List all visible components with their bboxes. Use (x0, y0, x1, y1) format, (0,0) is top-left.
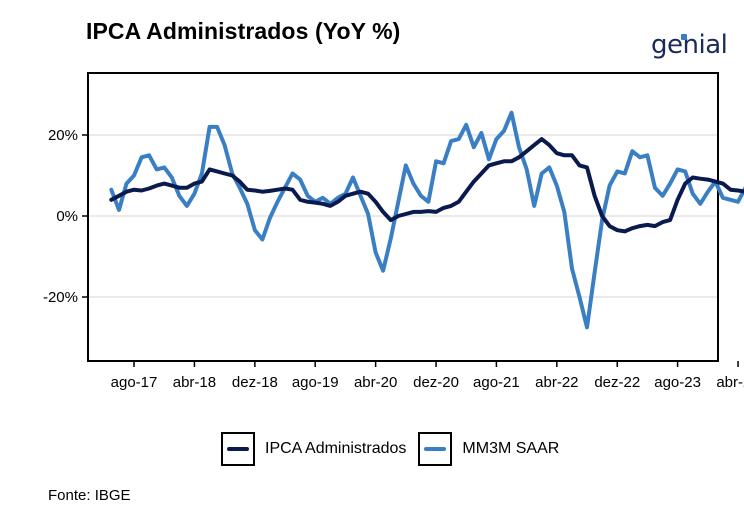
series-lines (109, 110, 744, 330)
logo-text: genial (651, 30, 728, 60)
x-tick-label: abr-24 (716, 374, 744, 391)
legend-key-ipca (221, 432, 255, 466)
legend-item-mm3m: MM3M SAAR (418, 432, 559, 466)
legend-item-ipca: IPCA Administrados (221, 432, 406, 466)
logo-dot-icon (681, 34, 687, 40)
x-tick-label: abr-20 (354, 374, 397, 391)
legend-label-mm3m: MM3M SAAR (462, 440, 560, 457)
plot-frame (87, 72, 719, 362)
y-axis: -20% 0% 20% (43, 127, 88, 306)
series-line-mm3m (109, 110, 744, 330)
legend-label-ipca: IPCA Administrados (265, 440, 407, 457)
y-tick-label: 0% (56, 208, 78, 225)
x-axis: ago-17 abr-18 dez-18 ago-19 abr-20 dez-20 ago-… (111, 361, 744, 391)
source-note: Fonte: IBGE (48, 487, 131, 504)
chart-title: IPCA Administrados (YoY %) (86, 18, 401, 44)
legend: IPCA Administrados MM3M SAAR (221, 432, 571, 466)
x-tick-label: ago-17 (111, 374, 158, 391)
x-tick-label: ago-19 (292, 374, 339, 391)
x-tick-label: ago-21 (473, 374, 520, 391)
x-tick-label: dez-22 (594, 374, 640, 391)
legend-key-mm3m (418, 432, 453, 466)
y-tick-label: 20% (48, 127, 78, 144)
x-tick-label: abr-18 (173, 374, 216, 391)
x-tick-label: dez-20 (413, 374, 459, 391)
genial-logo: genial (651, 30, 728, 60)
x-tick-label: dez-18 (232, 374, 278, 391)
x-tick-label: ago-23 (654, 374, 701, 391)
x-tick-label: abr-22 (535, 374, 578, 391)
series-line-ipca (109, 137, 744, 234)
y-tick-label: -20% (43, 289, 78, 306)
